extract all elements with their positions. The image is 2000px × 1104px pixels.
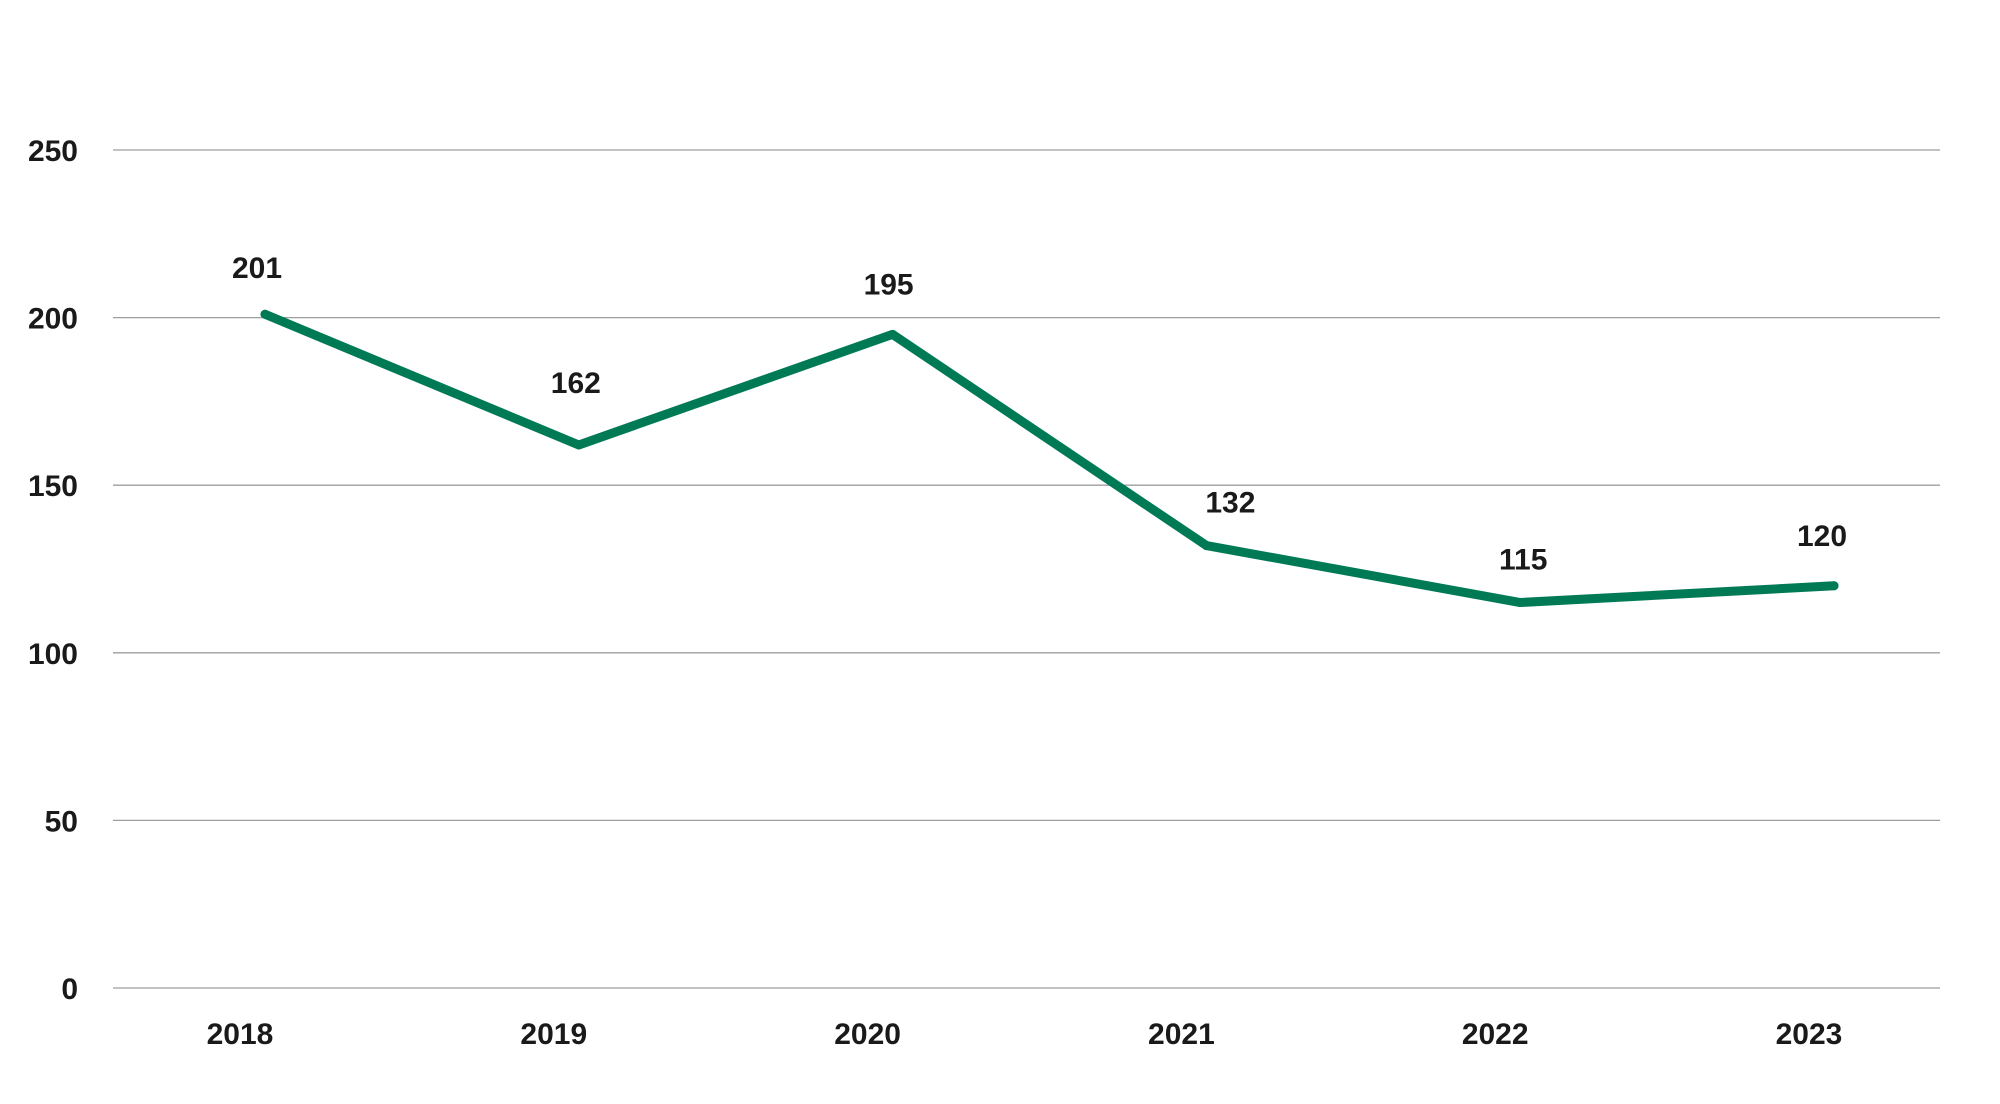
y-tick-label-150: 150 — [28, 470, 78, 503]
y-tick-label-0: 0 — [61, 973, 78, 1006]
data-point-2021 — [1201, 541, 1211, 551]
data-point-2022 — [1515, 598, 1525, 608]
x-tick-label-2020: 2020 — [834, 1018, 901, 1051]
x-tick-label-2019: 2019 — [520, 1018, 587, 1051]
data-point-2019 — [574, 440, 584, 450]
data-label-2023: 120 — [1797, 520, 1847, 553]
data-labels: 201 162 195 132 115 120 — [232, 252, 1847, 576]
x-tick-label-2022: 2022 — [1462, 1018, 1529, 1051]
y-tick-label-100: 100 — [28, 638, 78, 671]
series-line-0 — [260, 309, 1839, 608]
data-label-2019: 162 — [551, 367, 601, 400]
data-label-2018: 201 — [232, 252, 282, 285]
y-tick-label-50: 50 — [45, 805, 78, 838]
y-tick-label-250: 250 — [28, 135, 78, 168]
data-point-2020 — [888, 329, 898, 339]
y-tick-label-200: 200 — [28, 303, 78, 336]
x-axis-tick-labels: 2018 2019 2020 2021 2022 2023 — [207, 1018, 1843, 1051]
data-point-2018 — [260, 309, 270, 319]
series-layer — [260, 309, 1839, 608]
y-axis-tick-labels: 0 50 100 150 200 250 — [28, 135, 78, 1006]
data-label-2020: 195 — [864, 268, 914, 301]
data-label-2022: 115 — [1499, 544, 1547, 577]
x-tick-label-2018: 2018 — [207, 1018, 274, 1051]
data-label-2021: 132 — [1205, 487, 1255, 520]
x-tick-label-2021: 2021 — [1148, 1018, 1215, 1051]
x-tick-label-2023: 2023 — [1776, 1018, 1843, 1051]
grid-lines — [113, 149, 1940, 989]
data-point-2023 — [1829, 581, 1839, 591]
